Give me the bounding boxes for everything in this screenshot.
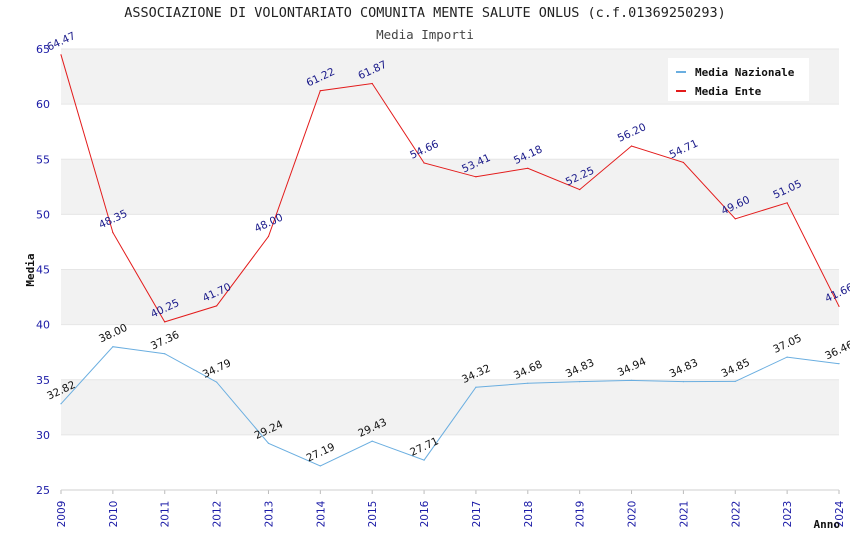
data-point	[216, 381, 218, 383]
x-tick-label: 2018	[523, 501, 535, 528]
data-point	[682, 381, 685, 383]
data-point	[319, 90, 321, 92]
grid-band	[61, 104, 839, 160]
data-point	[423, 459, 425, 461]
data-point	[734, 218, 736, 220]
data-point	[267, 235, 270, 238]
x-tick-label: 2016	[419, 500, 431, 527]
data-point	[423, 162, 425, 164]
x-tick-label: 2023	[782, 501, 794, 528]
x-tick-label: 2017	[471, 501, 483, 528]
data-point	[786, 356, 788, 358]
data-point	[786, 202, 788, 204]
y-tick-label: 50	[36, 208, 50, 221]
data-point	[527, 167, 529, 169]
data-point	[371, 440, 373, 442]
data-point	[60, 403, 62, 405]
y-tick-label: 60	[36, 98, 50, 111]
y-axis-ticks: 25 30 35 40 45 50 55 60 65	[36, 43, 50, 497]
data-point	[371, 82, 373, 85]
data-point	[630, 379, 633, 382]
x-tick-label: 2009	[56, 501, 68, 528]
x-tick-label: 2024	[834, 500, 846, 527]
y-tick-label: 30	[36, 429, 50, 442]
data-point	[579, 188, 581, 191]
grid-bands	[61, 48, 839, 491]
legend: Media Nazionale Media Ente	[668, 58, 809, 101]
data-point	[682, 161, 685, 164]
x-axis-ticks: 2009 2010 2011 2012 2013 2014 2015 2016 2017 2018…	[56, 490, 846, 527]
series-group	[60, 54, 840, 467]
x-axis-title: Anno	[814, 518, 841, 531]
data-point	[527, 382, 529, 384]
y-tick-label: 45	[36, 264, 50, 277]
y-tick-label: 35	[36, 374, 50, 387]
data-point	[475, 176, 477, 178]
legend-label: Media Ente	[695, 85, 762, 98]
x-tick-label: 2010	[108, 501, 120, 528]
y-tick-label: 55	[36, 153, 50, 166]
data-point	[734, 380, 736, 383]
series-line	[60, 346, 840, 467]
data-point	[838, 305, 840, 307]
x-tick-label: 2015	[367, 501, 379, 528]
x-tick-label: 2020	[627, 501, 639, 528]
x-tick-label: 2011	[160, 501, 172, 528]
x-tick-label: 2019	[575, 501, 587, 528]
x-tick-label: 2022	[730, 501, 742, 528]
grid-band	[61, 324, 839, 380]
x-tick-label: 2014	[315, 500, 327, 527]
data-point	[112, 346, 114, 348]
series-line	[60, 54, 840, 323]
grid-band	[61, 214, 839, 270]
grid-band	[61, 434, 839, 490]
legend-label: Media Nazionale	[695, 66, 795, 79]
data-point	[267, 442, 270, 444]
data-point	[112, 231, 114, 234]
y-tick-label: 25	[36, 484, 50, 497]
grid-band	[61, 269, 839, 325]
data-point	[838, 363, 840, 365]
y-tick-label: 40	[36, 319, 50, 332]
x-tick-label: 2021	[678, 501, 690, 528]
grid-band	[61, 159, 839, 215]
data-point	[216, 305, 218, 307]
data-point	[475, 386, 477, 388]
chart-title: ASSOCIAZIONE DI VOLONTARIATO COMUNITA ME…	[124, 5, 726, 21]
x-tick-label: 2013	[263, 501, 275, 528]
data-point	[164, 321, 166, 323]
chart-subtitle: Media Importi	[376, 27, 474, 42]
data-point	[164, 353, 166, 355]
data-point	[579, 381, 581, 383]
data-point	[630, 145, 633, 147]
y-tick-label: 65	[36, 43, 50, 56]
y-axis-title: Media	[24, 253, 37, 286]
data-point	[60, 54, 62, 56]
x-tick-label: 2012	[212, 501, 224, 528]
legend-box	[668, 58, 809, 101]
grid-band	[61, 379, 839, 435]
data-point	[319, 465, 321, 467]
